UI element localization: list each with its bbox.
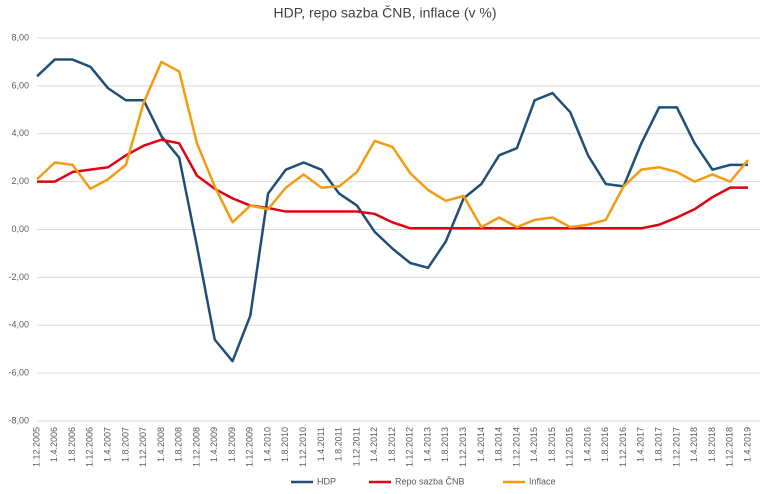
y-tick-label: 4,00 — [11, 128, 29, 138]
y-tick-label: -2,00 — [8, 272, 29, 282]
legend-label: HDP — [317, 476, 336, 486]
x-tick-label: 1.12.2013 — [458, 427, 468, 467]
y-tick-label: 2,00 — [11, 176, 29, 186]
legend-label: Repo sazba ČNB — [395, 476, 465, 486]
y-tick-label: -8,00 — [8, 415, 29, 425]
x-tick-label: 1.8.2011 — [334, 427, 344, 461]
y-tick-label: 8,00 — [11, 32, 29, 42]
x-tick-label: 1.4.2013 — [422, 427, 432, 462]
x-tick-label: 1.12.2007 — [138, 427, 148, 467]
data-line — [37, 138, 748, 230]
x-tick-label: 1.8.2006 — [67, 427, 77, 462]
x-tick-label: 1.8.2018 — [707, 427, 717, 462]
y-tick-label: -4,00 — [8, 320, 29, 330]
x-tick-label: 1.12.2014 — [511, 427, 521, 467]
x-tick-label: 1.4.2010 — [262, 427, 272, 462]
chart-title: HDP, repo sazba ČNB, inflace (v %) — [273, 5, 496, 21]
x-tick-label: 1.4.2011 — [316, 427, 326, 461]
x-tick-label: 1.8.2012 — [387, 427, 397, 462]
x-tick-label: 1.4.2016 — [582, 427, 592, 462]
x-tick-label: 1.8.2007 — [120, 427, 130, 462]
x-tick-label: 1.12.2018 — [725, 427, 735, 467]
data-line — [36, 60, 749, 229]
x-tick-label: 1.12.2015 — [565, 427, 575, 467]
x-tick-label: 1.8.2015 — [547, 427, 557, 462]
y-tick-label: 0,00 — [11, 224, 29, 234]
x-tick-label: 1.12.2016 — [618, 427, 628, 467]
x-tick-label: 1.4.2009 — [209, 427, 219, 462]
x-tick-label: 1.4.2017 — [636, 427, 646, 462]
x-tick-label: 1.4.2012 — [369, 427, 379, 462]
x-tick-label: 1.12.2006 — [85, 427, 95, 467]
x-tick-label: 1.12.2010 — [298, 427, 308, 467]
x-tick-label: 1.8.2017 — [654, 427, 664, 462]
y-tick-label: -6,00 — [8, 368, 29, 378]
x-tick-label: 1.12.2012 — [405, 427, 415, 467]
x-tick-label: 1.4.2019 — [742, 427, 752, 462]
x-tick-label: 1.4.2014 — [476, 427, 486, 462]
x-tick-label: 1.12.2011 — [351, 427, 361, 466]
x-tick-label: 1.4.2006 — [49, 427, 59, 462]
x-tick-label: 1.8.2008 — [174, 427, 184, 462]
x-tick-label: 1.8.2010 — [280, 427, 290, 462]
x-tick-label: 1.8.2014 — [494, 427, 504, 462]
x-tick-label: 1.12.2009 — [245, 427, 255, 467]
x-tick-label: 1.4.2018 — [689, 427, 699, 462]
x-tick-label: 1.8.2013 — [440, 427, 450, 462]
x-tick-label: 1.4.2015 — [529, 427, 539, 462]
x-tick-label: 1.4.2007 — [102, 427, 112, 462]
y-tick-label: 6,00 — [11, 80, 29, 90]
x-tick-label: 1.4.2008 — [156, 427, 166, 462]
x-tick-label: 1.8.2016 — [600, 427, 610, 462]
data-line — [36, 58, 748, 363]
x-tick-label: 1.12.2005 — [31, 427, 41, 467]
x-tick-label: 1.8.2009 — [227, 427, 237, 462]
legend-label: Inflace — [529, 476, 556, 486]
x-tick-label: 1.12.2008 — [191, 427, 201, 467]
x-tick-label: 1.12.2017 — [671, 427, 681, 467]
